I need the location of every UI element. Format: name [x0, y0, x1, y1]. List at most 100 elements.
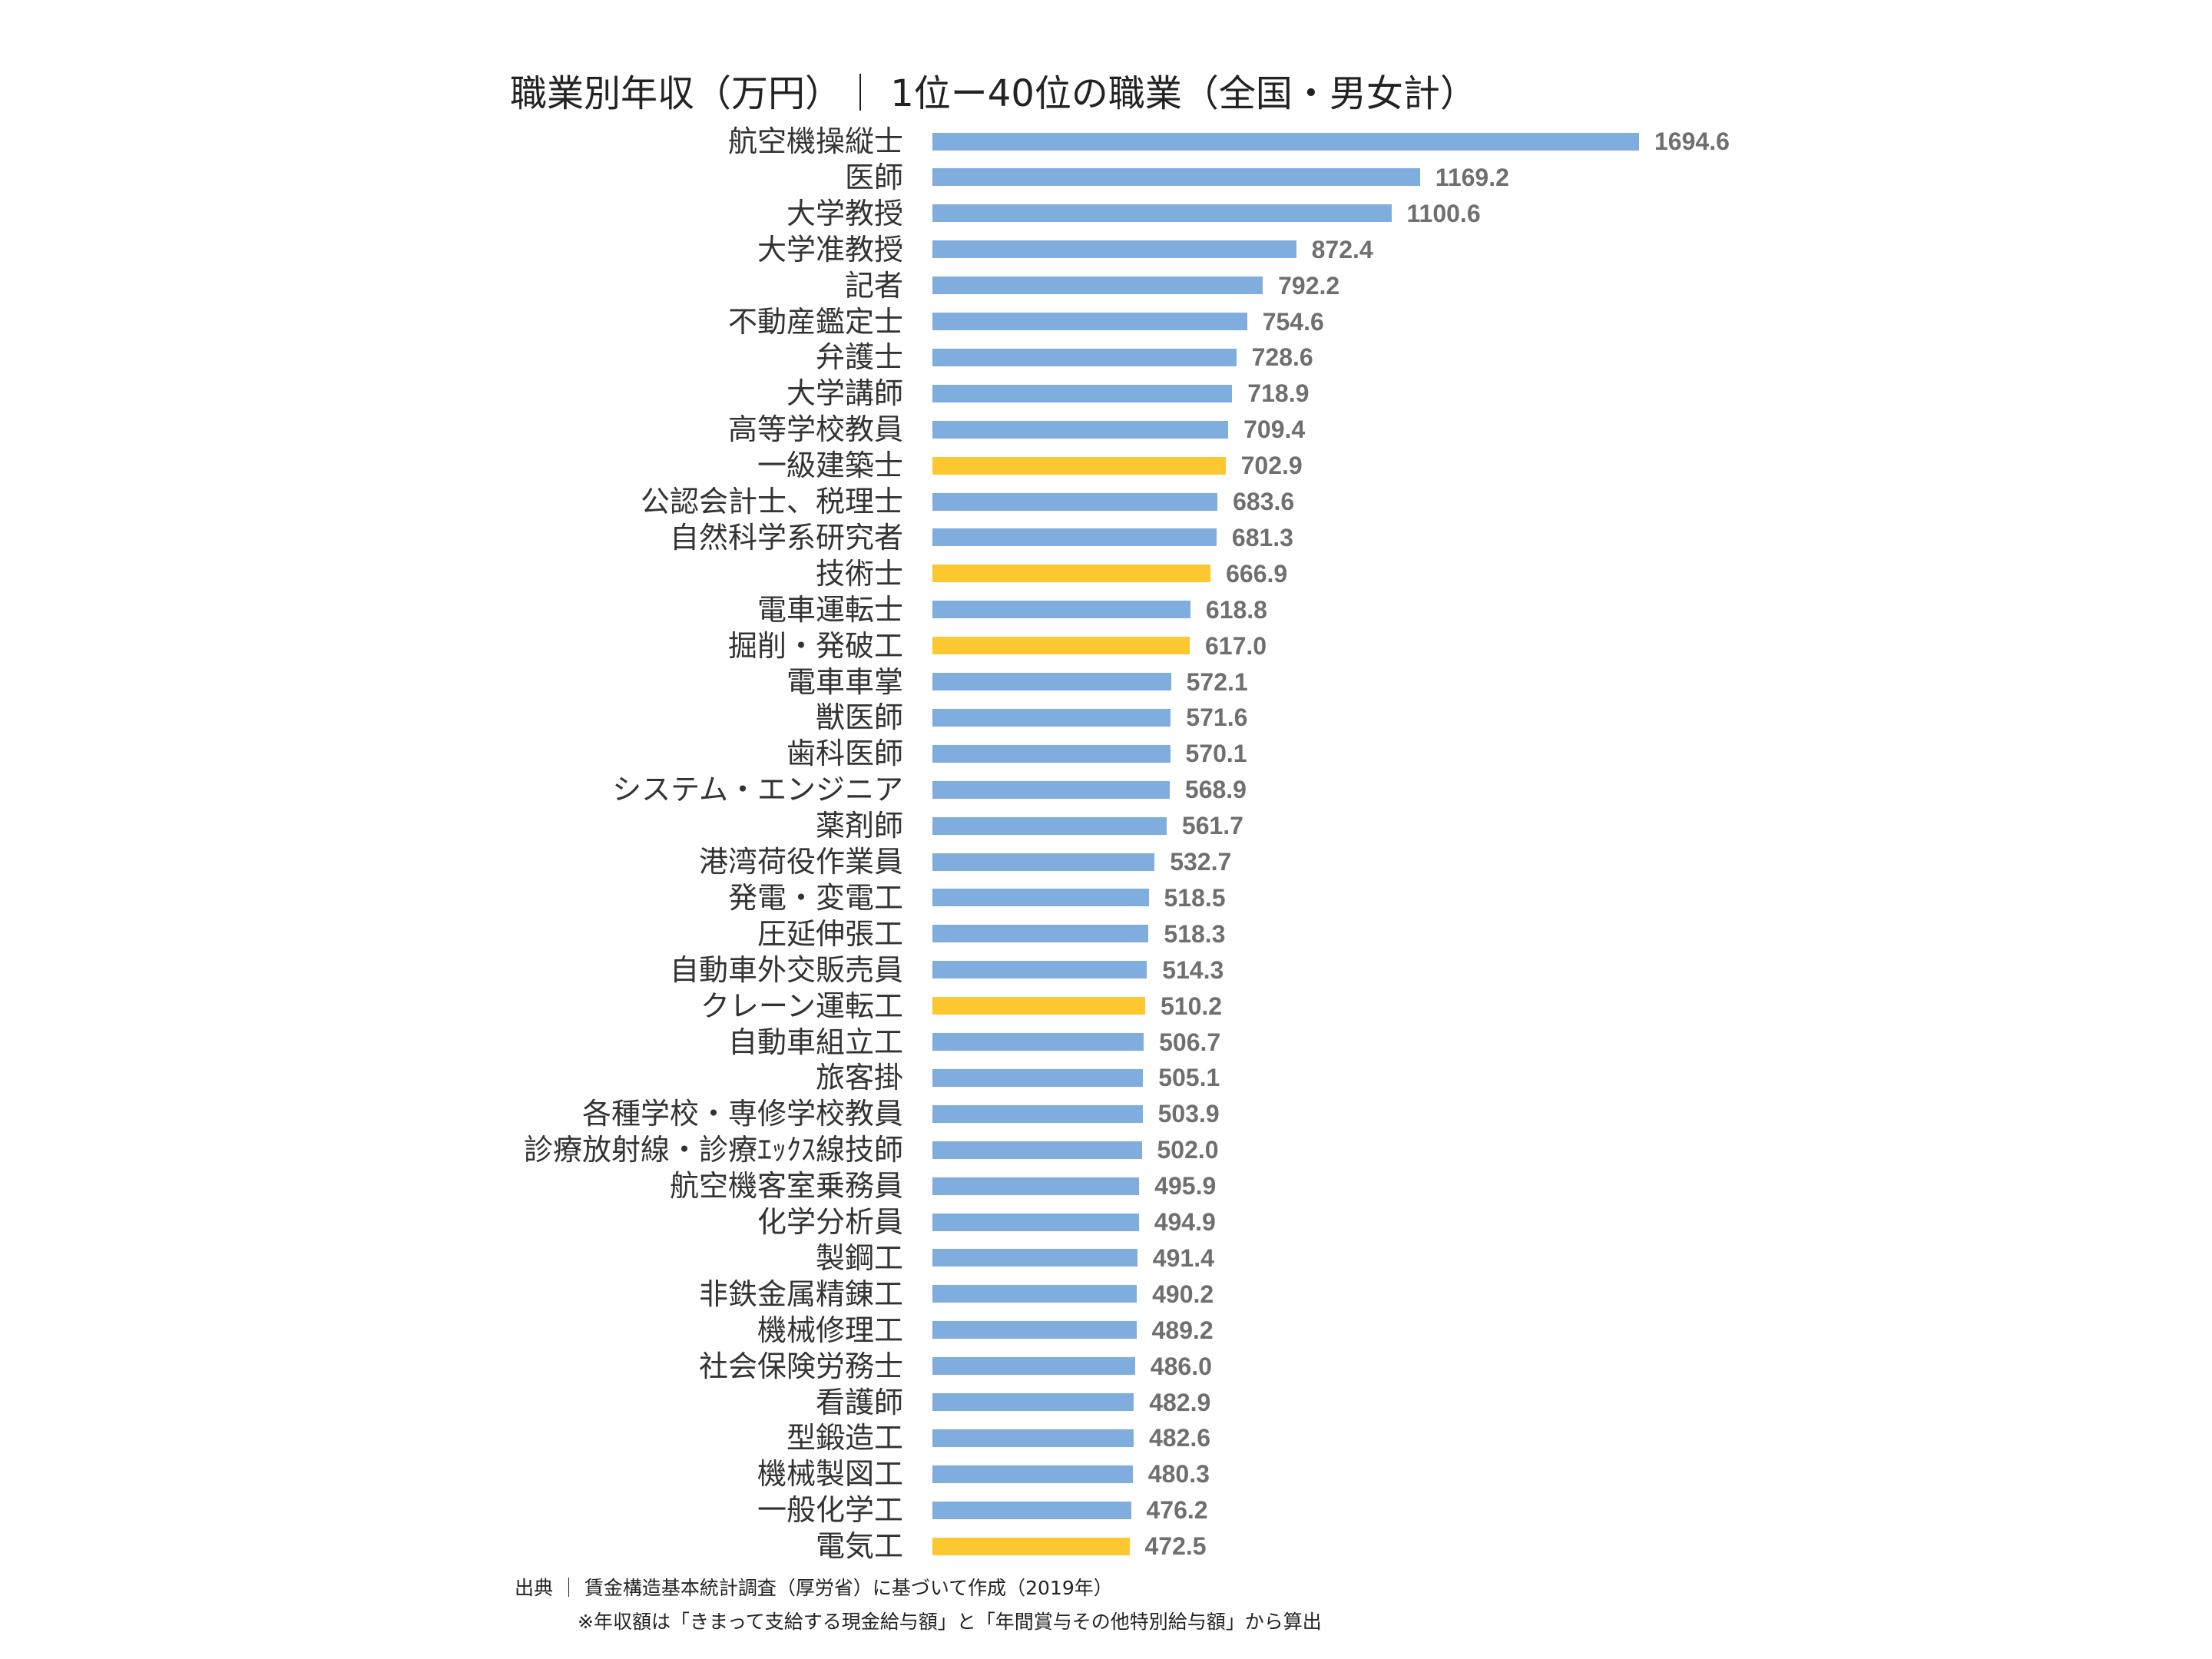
value-label: 486.0 — [1150, 1352, 1212, 1380]
bar — [932, 420, 1229, 439]
category-label: 大学准教授 — [757, 232, 903, 267]
category-label: 自動車組立工 — [727, 1025, 903, 1059]
bar — [932, 1104, 1143, 1123]
value-label: 702.9 — [1240, 452, 1303, 480]
value-label: 482.9 — [1149, 1388, 1211, 1416]
value-label: 666.9 — [1226, 559, 1288, 588]
value-label: 571.6 — [1186, 704, 1248, 732]
value-label: 506.7 — [1159, 1028, 1221, 1056]
value-label: 1694.6 — [1654, 127, 1730, 155]
value-label: 482.6 — [1149, 1424, 1211, 1452]
bar — [932, 1141, 1142, 1159]
category-label: 歯科医師 — [786, 737, 903, 771]
bar — [932, 780, 1170, 799]
bar — [932, 1249, 1137, 1267]
bar — [932, 816, 1167, 835]
value-label: 572.1 — [1186, 667, 1248, 696]
value-label: 491.4 — [1152, 1243, 1214, 1272]
category-label: 化学分析員 — [757, 1205, 903, 1239]
category-label: 旅客掛 — [815, 1061, 903, 1095]
bar — [932, 204, 1392, 223]
value-label: 510.2 — [1161, 992, 1223, 1020]
bar — [932, 492, 1218, 511]
bar — [932, 276, 1263, 295]
bar — [932, 1285, 1137, 1303]
value-label: 494.9 — [1154, 1208, 1216, 1236]
value-label: 472.5 — [1144, 1532, 1207, 1561]
category-label: システム・エンジニア — [612, 773, 903, 807]
chart-title: 職業別年収（万円）｜ 1位ー40位の職業（全国・男女計） — [510, 72, 1477, 115]
category-label: 大学講師 — [786, 376, 903, 411]
bar — [932, 673, 1171, 690]
value-label: 792.2 — [1278, 271, 1340, 300]
category-label: 技術士 — [815, 556, 903, 591]
bar — [932, 1537, 1130, 1555]
value-label: 709.4 — [1243, 416, 1306, 444]
category-label: 薬剤師 — [815, 809, 903, 843]
category-label: 航空機客室乗務員 — [669, 1169, 903, 1204]
bar — [932, 348, 1237, 366]
category-label: 各種学校・専修学校教員 — [581, 1097, 903, 1131]
category-label: 航空機操縦士 — [727, 124, 903, 158]
value-label: 617.0 — [1205, 631, 1267, 660]
value-label: 681.3 — [1231, 523, 1293, 551]
category-label: 高等学校教員 — [727, 412, 903, 447]
category-label: 型鍛造工 — [786, 1421, 903, 1455]
bar — [932, 1501, 1131, 1519]
bar — [932, 637, 1190, 655]
value-label: 490.2 — [1152, 1280, 1214, 1308]
value-label: 683.6 — [1233, 488, 1295, 515]
category-label: 記者 — [844, 268, 903, 303]
bar — [932, 168, 1420, 187]
category-label: 機械製図工 — [757, 1457, 903, 1492]
value-label: 495.9 — [1154, 1172, 1217, 1200]
bar — [932, 456, 1226, 475]
bar — [932, 565, 1211, 583]
bar — [932, 744, 1171, 763]
category-label: 機械修理工 — [757, 1313, 903, 1347]
category-label: 自動車外交販売員 — [669, 952, 903, 987]
category-label: 発電・変電工 — [727, 880, 903, 915]
value-label: 728.6 — [1251, 343, 1313, 372]
category-label: 獣医師 — [815, 700, 903, 735]
bar — [932, 240, 1296, 259]
calculation-note: ※年収額は「きまって支給する現金給与額」と「年間賞与その他特別給与額」から算出 — [578, 1611, 1322, 1633]
value-label: 489.2 — [1151, 1316, 1214, 1344]
bar — [932, 1357, 1135, 1376]
category-label: 電気工 — [815, 1529, 903, 1564]
bar — [932, 853, 1155, 871]
category-label: 診療放射線・診療ｴｯｸｽ線技師 — [523, 1133, 903, 1167]
bar — [932, 1033, 1144, 1051]
category-label: 不動産鑑定士 — [727, 304, 903, 339]
category-label: 電車車掌 — [786, 664, 903, 699]
category-label: 公認会計士、税理士 — [640, 485, 903, 518]
bar — [932, 1321, 1137, 1339]
value-label: 476.2 — [1146, 1496, 1208, 1525]
bar — [932, 889, 1149, 907]
category-label: 看護師 — [815, 1385, 903, 1419]
bar — [932, 1393, 1134, 1411]
value-label: 505.1 — [1158, 1064, 1220, 1092]
bar — [932, 1465, 1133, 1483]
category-label: 電車運転士 — [757, 592, 903, 627]
value-label: 514.3 — [1162, 955, 1224, 984]
bar — [932, 1068, 1144, 1087]
value-label: 561.7 — [1181, 812, 1243, 840]
value-label: 570.1 — [1185, 740, 1247, 768]
bar — [932, 384, 1233, 402]
category-label: 掘削・発破工 — [727, 628, 903, 663]
category-label: 一般化学工 — [757, 1493, 903, 1528]
category-label: 港湾荷役作業員 — [698, 845, 903, 879]
source-note: 出典 ｜ 賃金構造基本統計調査（厚労省）に基づいて作成（2019年） — [515, 1577, 1113, 1599]
bar — [932, 1177, 1140, 1195]
category-label: 社会保険労務士 — [698, 1349, 903, 1383]
bar — [932, 601, 1190, 619]
category-label: 医師 — [844, 160, 903, 194]
category-label: 非鉄金属精錬工 — [698, 1277, 903, 1311]
category-label: 一級建築士 — [757, 449, 903, 483]
category-label: 圧延伸張工 — [757, 916, 903, 951]
value-label: 532.7 — [1170, 848, 1232, 876]
category-label: 製鋼工 — [815, 1240, 903, 1275]
value-label: 1100.6 — [1406, 199, 1481, 227]
